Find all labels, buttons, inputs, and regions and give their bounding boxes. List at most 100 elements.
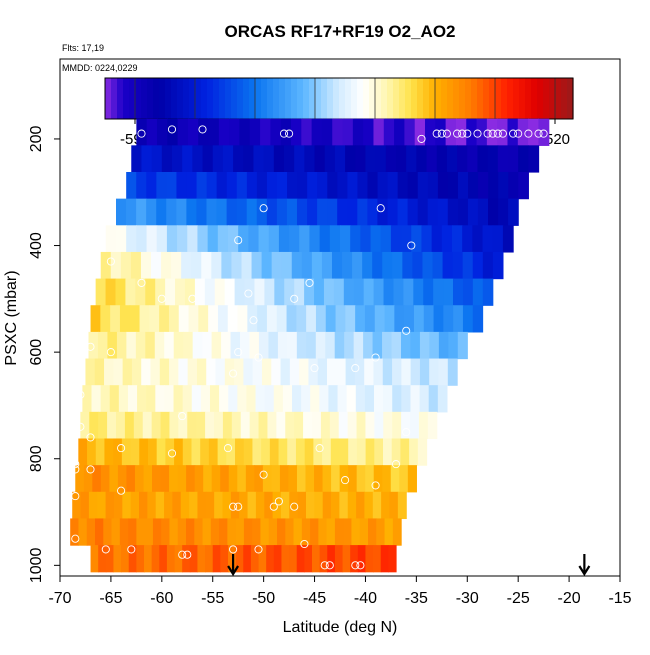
data-cell (315, 331, 326, 360)
data-cell (281, 545, 290, 573)
data-cell (455, 118, 467, 146)
data-cell (364, 491, 374, 520)
data-point (397, 561, 406, 570)
data-cell (363, 331, 374, 360)
data-cell (261, 438, 271, 466)
data-cell (217, 305, 229, 333)
data-cell (347, 198, 358, 226)
data-cell (477, 198, 489, 226)
data-cell (116, 225, 127, 253)
data-cell (401, 225, 412, 253)
data-cell (237, 465, 247, 493)
data-cell (314, 278, 325, 306)
data-cell (388, 545, 397, 573)
data-cell (488, 198, 499, 226)
data-cell (365, 411, 375, 440)
data-cell (144, 545, 153, 573)
data-cell (286, 305, 297, 333)
data-cell (136, 118, 148, 146)
data-cell (375, 145, 387, 173)
data-cell (279, 465, 290, 493)
data-cell (90, 545, 99, 573)
data-cell (301, 118, 313, 146)
data-cell (189, 545, 199, 573)
x-tick-label: -40 (354, 590, 377, 607)
colorbar-segment (225, 78, 232, 119)
data-cell (126, 171, 137, 200)
data-cell (337, 385, 348, 413)
data-cell (322, 438, 332, 466)
data-point (417, 134, 426, 143)
colorbar-segment (429, 78, 436, 119)
data-cell (268, 225, 280, 253)
data-cell (392, 385, 402, 413)
x-tick-label: -60 (150, 590, 173, 607)
data-cell (236, 171, 248, 200)
data-cell (197, 491, 207, 520)
data-cell (256, 171, 268, 200)
data-cell (277, 331, 288, 360)
x-tick-label: -35 (405, 590, 428, 607)
data-cell (87, 438, 97, 466)
data-cell (327, 545, 336, 573)
data-cell (111, 518, 121, 546)
data-cell (159, 545, 168, 573)
data-cell (497, 145, 509, 173)
data-cell (325, 305, 337, 333)
data-cell (160, 465, 170, 493)
data-cell (303, 411, 313, 440)
colorbar-segment (537, 78, 544, 119)
y-tick-label: 200 (28, 126, 45, 153)
data-cell (372, 331, 383, 360)
x-axis: -70 -65 -60 -55 -50 -45 -40 -35 -30 -25 -20 -15 (48, 576, 632, 607)
data-cell (447, 198, 459, 226)
data-cell (172, 491, 182, 520)
data-point (356, 561, 365, 570)
data-cell (151, 145, 163, 173)
data-cell (266, 305, 278, 333)
data-cell (296, 305, 307, 333)
data-cell (262, 465, 272, 493)
data-cell (517, 118, 529, 146)
data-cell (169, 518, 179, 546)
data-cell (159, 305, 170, 333)
colorbar-segment (147, 78, 154, 119)
data-cell (147, 438, 158, 466)
data-cell (182, 438, 193, 466)
data-cell (297, 171, 308, 200)
data-cell (161, 145, 173, 173)
colorbar-segment (321, 78, 328, 119)
data-cell (409, 438, 419, 466)
data-cell (311, 118, 323, 146)
data-cell (264, 385, 275, 413)
data-point (127, 545, 136, 554)
data-point (509, 129, 518, 138)
data-cell (136, 171, 147, 200)
data-cell (422, 251, 434, 280)
data-cell (211, 331, 222, 360)
data-cell (220, 545, 229, 573)
data-cell (346, 385, 357, 413)
colorbar-segment (531, 78, 538, 119)
data-cell (401, 411, 411, 440)
data-cell (412, 251, 424, 280)
data-cell (198, 118, 210, 146)
data-cell (219, 385, 229, 413)
colorbar-segment (507, 78, 514, 119)
data-cell (362, 251, 373, 280)
flights-label: Flts: 17,19 (62, 43, 104, 53)
data-point (183, 550, 192, 559)
colorbar-segment (423, 78, 430, 119)
data-cell (502, 225, 514, 253)
data-cell (482, 251, 494, 280)
data-cell (234, 358, 244, 386)
data-cell (95, 518, 104, 546)
data-cell (196, 171, 208, 200)
data-cell (299, 358, 310, 386)
data-cell (252, 518, 262, 546)
data-cell (457, 331, 468, 360)
data-cell (119, 518, 129, 546)
data-cell (423, 278, 434, 306)
data-cell (482, 278, 494, 306)
data-cell (472, 278, 484, 306)
